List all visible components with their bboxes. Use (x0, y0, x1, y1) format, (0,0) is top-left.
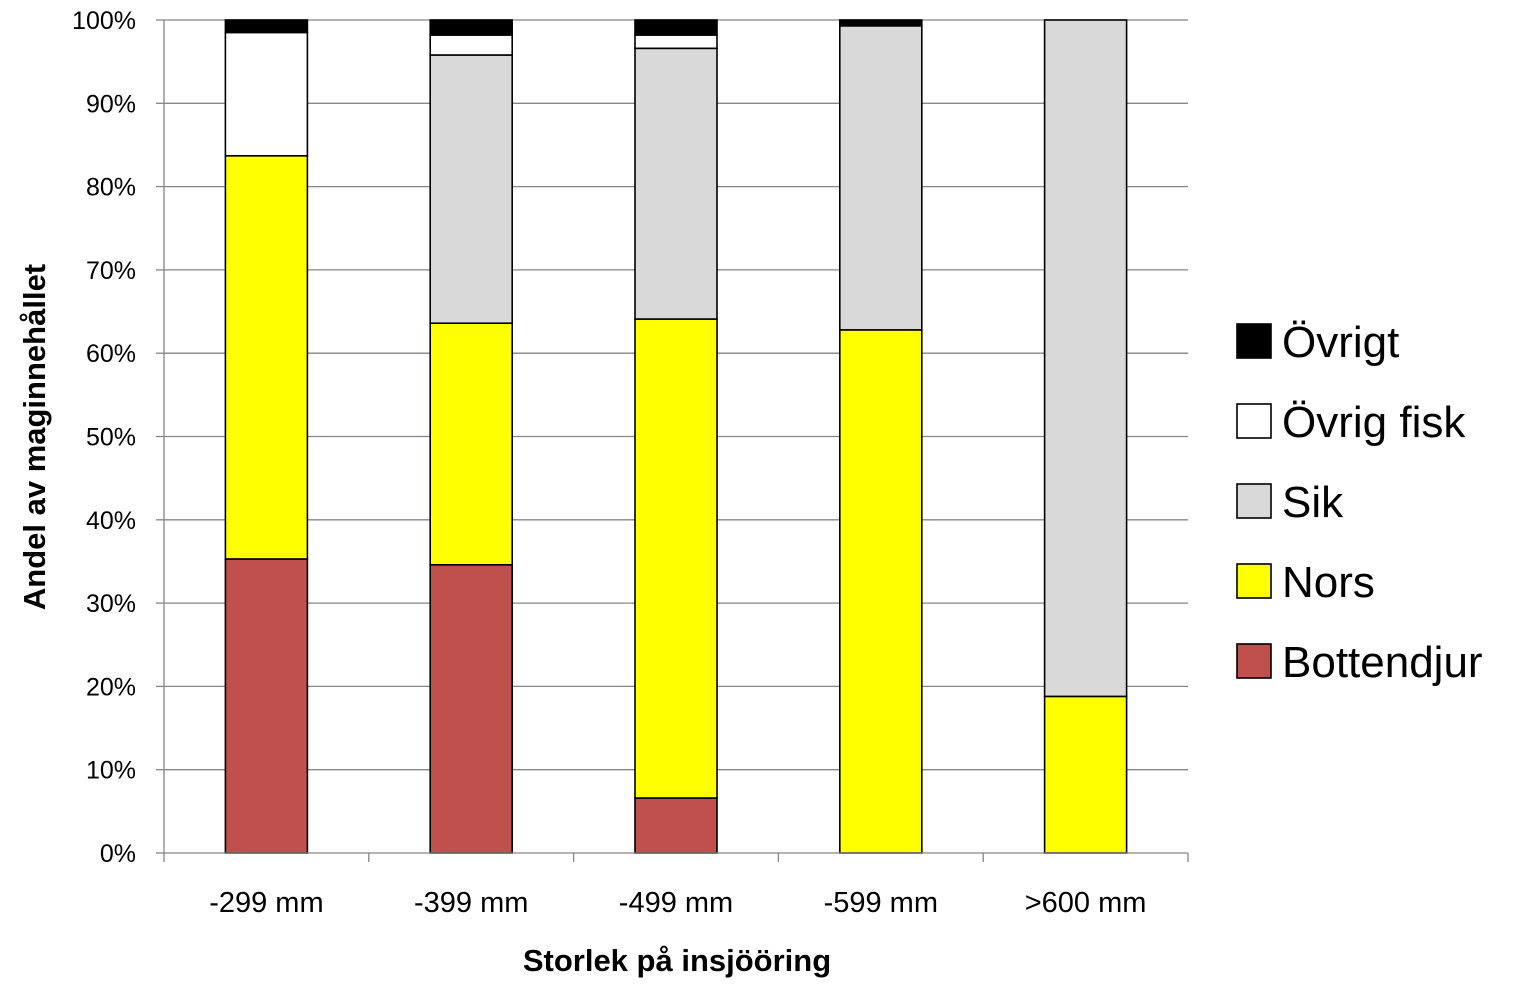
bar-segment (224, 558, 309, 854)
bar-segment (224, 31, 309, 157)
bar-segment (634, 34, 718, 50)
bar-segment (634, 47, 718, 320)
y-tick-label: 40% (86, 507, 136, 535)
bar-segment (224, 19, 309, 34)
bar-segment (429, 19, 514, 36)
axes: 0% 10% 20% 30% 40% 50% 60% 70% 80% 90% 100% -299 mm… (72, 7, 1189, 919)
bar-segment (429, 54, 514, 325)
legend-swatch (1236, 563, 1272, 599)
bar-segment (634, 797, 718, 854)
y-tick-label: 10% (86, 757, 136, 785)
legend-label: Övrig fisk (1282, 398, 1466, 447)
y-tick-label: 90% (86, 90, 136, 118)
legend: Övrigt Övrig fisk Sik Nors Bottendjur (1236, 318, 1483, 687)
y-tick-label: 50% (86, 424, 136, 452)
legend-label: Övrigt (1282, 318, 1399, 367)
legend-swatch (1236, 323, 1272, 359)
bars (224, 19, 1128, 854)
y-tick-label: 60% (86, 340, 136, 368)
x-tick-label: -299 mm (209, 887, 323, 919)
legend-label: Sik (1282, 478, 1344, 527)
legend-swatch (1236, 403, 1272, 439)
bar-segment (224, 154, 309, 560)
legend-label: Nors (1282, 558, 1375, 607)
bar-segment (838, 19, 923, 27)
x-tick-label: -499 mm (619, 887, 733, 919)
x-axis-title: Storlek på insjööring (523, 943, 831, 978)
bar-segment (429, 322, 514, 566)
y-tick-label: 0% (100, 840, 136, 868)
y-tick-label: 100% (72, 7, 136, 35)
bar-segment (429, 563, 514, 854)
bar-segment (838, 329, 923, 854)
bar-segment (1043, 695, 1128, 854)
y-axis-title: Andel av maginnehållet (17, 264, 52, 610)
y-tick-label: 30% (86, 590, 136, 618)
x-tick-label: >600 mm (1025, 887, 1147, 919)
bar-segment (1043, 19, 1128, 698)
legend-swatch (1236, 643, 1272, 679)
y-tick-label: 20% (86, 673, 136, 701)
x-tick-label: -599 mm (824, 887, 938, 919)
x-tick-label: -399 mm (414, 887, 528, 919)
legend-label: Bottendjur (1282, 638, 1483, 687)
bar-segment (838, 25, 923, 331)
legend-swatch (1236, 483, 1272, 519)
bar-segment (429, 34, 514, 56)
bar-segment (634, 318, 718, 799)
y-tick-label: 80% (86, 174, 136, 202)
y-tick-label: 70% (86, 257, 136, 285)
bar-segment (634, 19, 718, 36)
